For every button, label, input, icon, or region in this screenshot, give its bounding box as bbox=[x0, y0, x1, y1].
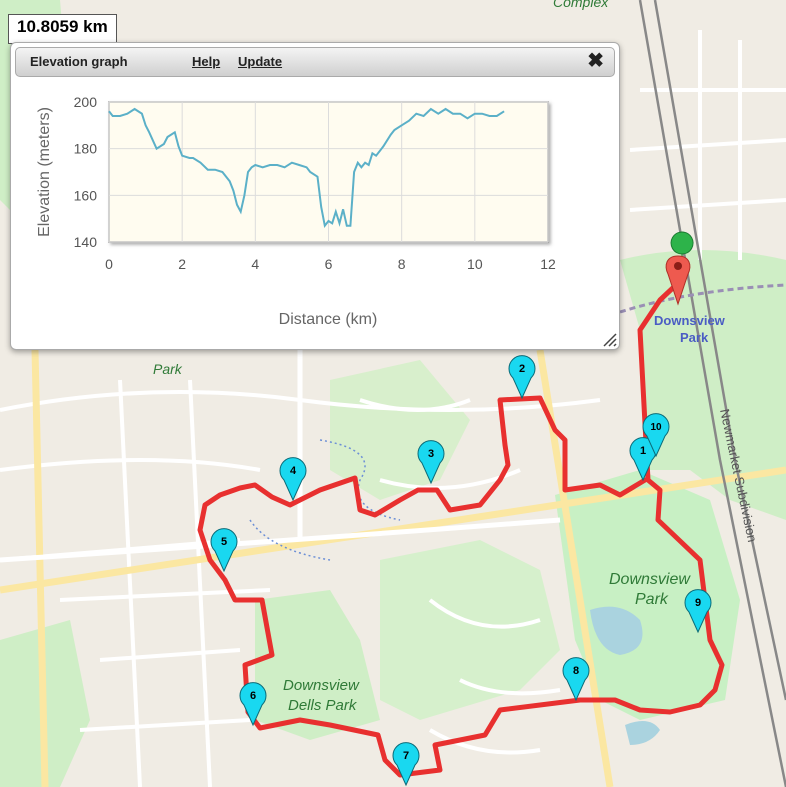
waypoint-marker-10[interactable]: 10 bbox=[642, 413, 670, 458]
waypoint-marker-2[interactable]: 2 bbox=[508, 355, 536, 400]
waypoint-label: 3 bbox=[428, 448, 434, 460]
x-axis-label: Distance (km) bbox=[279, 311, 378, 328]
map-label-downsview-park-2: Park bbox=[635, 591, 669, 608]
route-line bbox=[197, 282, 725, 778]
waypoint-marker-7[interactable]: 7 bbox=[392, 742, 420, 787]
waypoint-label: 8 bbox=[573, 665, 579, 677]
station-label-2: Park bbox=[680, 330, 709, 345]
map-label-downsview-park: Downsview bbox=[609, 571, 691, 588]
help-link[interactable]: Help bbox=[192, 54, 221, 69]
park-area bbox=[620, 250, 786, 520]
x-tick-label: 4 bbox=[251, 256, 259, 272]
waypoint-marker-9[interactable]: 9 bbox=[684, 589, 712, 634]
route-distance: 10.8059 km bbox=[8, 14, 117, 44]
waypoint-label: 2 bbox=[519, 363, 525, 375]
waypoint-marker-5[interactable]: 5 bbox=[210, 528, 238, 573]
elevation-chart: 140 160 180 200 0 2 4 6 8 10 12 Distance (km) Ele… bbox=[36, 94, 556, 328]
y-axis-label: Elevation (meters) bbox=[36, 107, 53, 237]
map-label-complex: Complex bbox=[553, 0, 609, 10]
x-tick-label: 6 bbox=[325, 256, 333, 272]
elevation-graph-panel: Elevation graph Help Update ✖ 140 160 180 2… bbox=[10, 42, 620, 350]
waypoint-marker-4[interactable]: 4 bbox=[279, 457, 307, 502]
station-label: Downsview bbox=[654, 313, 726, 328]
pond bbox=[590, 606, 643, 655]
waypoint-label: 9 bbox=[695, 597, 701, 609]
waypoint-marker-3[interactable]: 3 bbox=[417, 440, 445, 485]
x-tick-label: 0 bbox=[105, 256, 113, 272]
map-label-dells-park: Downsview bbox=[283, 677, 360, 694]
x-tick-label: 8 bbox=[398, 256, 406, 272]
y-tick-label: 160 bbox=[74, 187, 98, 203]
panel-title: Elevation graph bbox=[30, 54, 128, 69]
map-label-dells-park-2: Dells Park bbox=[288, 697, 358, 714]
pond bbox=[625, 721, 660, 745]
park-area bbox=[380, 540, 560, 720]
x-tick-label: 12 bbox=[540, 256, 556, 272]
start-end-marker[interactable] bbox=[665, 231, 694, 306]
close-icon[interactable]: ✖ bbox=[587, 50, 604, 72]
y-tick-label: 200 bbox=[74, 94, 98, 110]
panel-header[interactable]: Elevation graph Help Update ✖ bbox=[15, 47, 615, 77]
update-link[interactable]: Update bbox=[238, 54, 283, 69]
waypoint-marker-6[interactable]: 6 bbox=[239, 682, 267, 727]
waypoint-label: 6 bbox=[250, 690, 256, 702]
park-area bbox=[555, 470, 740, 720]
y-tick-label: 180 bbox=[74, 141, 98, 157]
map-label-park: Park bbox=[153, 361, 183, 377]
waypoint-label: 10 bbox=[650, 422, 662, 433]
elevation-series-line bbox=[108, 107, 505, 229]
waypoint-label: 5 bbox=[221, 536, 227, 548]
y-tick-label: 140 bbox=[74, 234, 98, 250]
waypoint-label: 4 bbox=[290, 465, 297, 477]
waypoint-marker-8[interactable]: 8 bbox=[562, 657, 590, 702]
x-tick-label: 10 bbox=[467, 256, 483, 272]
waypoint-label: 1 bbox=[640, 445, 646, 457]
x-tick-label: 2 bbox=[178, 256, 186, 272]
resize-handle-icon[interactable] bbox=[601, 331, 617, 347]
park-area bbox=[255, 590, 380, 740]
waypoint-label: 7 bbox=[403, 750, 409, 762]
